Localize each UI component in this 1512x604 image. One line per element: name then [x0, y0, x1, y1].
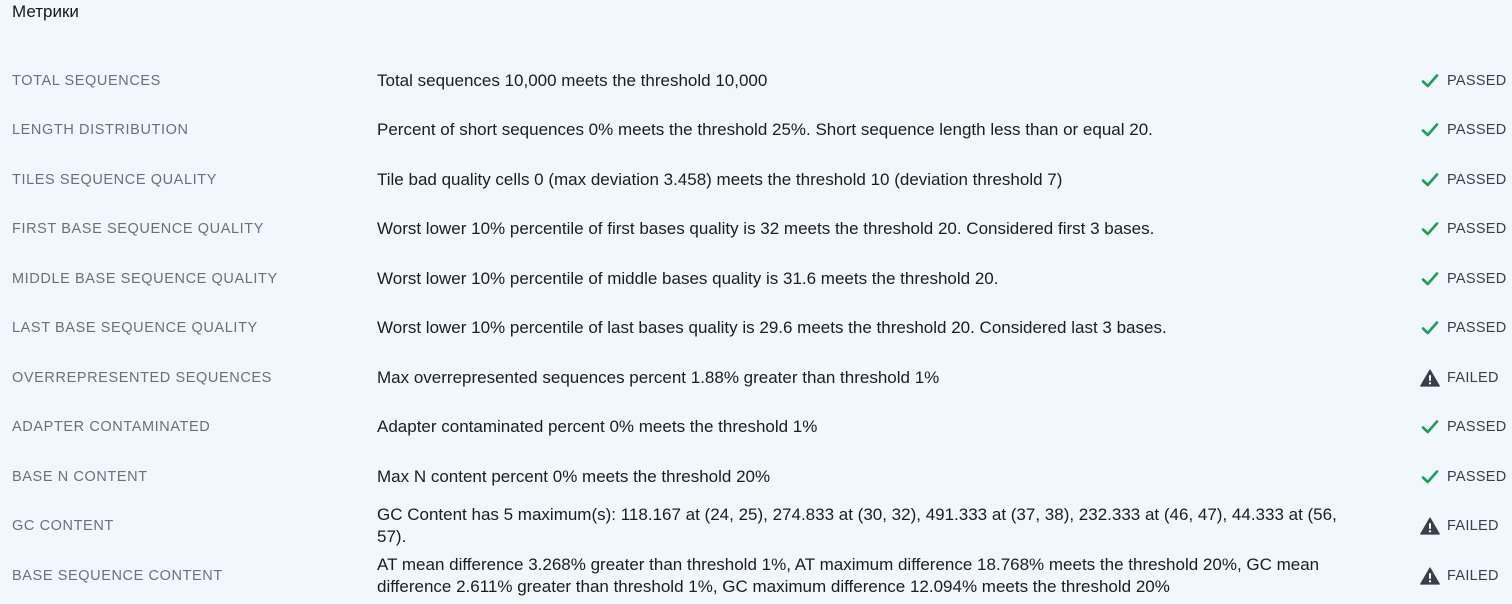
metric-status: PASSED [1420, 219, 1507, 239]
metric-name: TOTAL SEQUENCES [12, 72, 161, 89]
metric-status: PASSED [1420, 71, 1507, 91]
check-icon [1420, 318, 1440, 338]
metrics-list: TOTAL SEQUENCES Total sequences 10,000 m… [0, 56, 1512, 601]
check-icon [1420, 417, 1440, 437]
status-label: PASSED [1447, 72, 1507, 89]
check-icon [1420, 467, 1440, 487]
metric-description: Tile bad quality cells 0 (max deviation … [377, 169, 1063, 189]
metric-name: FIRST BASE SEQUENCE QUALITY [12, 221, 265, 238]
metric-description: Worst lower 10% percentile of middle bas… [377, 268, 999, 288]
metric-row: OVERREPRESENTED SEQUENCES Max overrepres… [0, 353, 1512, 403]
metric-name: GC CONTENT [12, 518, 114, 535]
status-label: PASSED [1447, 122, 1507, 139]
metric-row: BASE SEQUENCE CONTENT AT mean difference… [0, 551, 1512, 601]
metric-row: LENGTH DISTRIBUTION Percent of short seq… [0, 106, 1512, 156]
status-label: FAILED [1447, 567, 1499, 584]
metric-row: TILES SEQUENCE QUALITY Tile bad quality … [0, 155, 1512, 205]
metric-status: PASSED [1420, 170, 1507, 190]
metric-status: PASSED [1420, 318, 1507, 338]
status-label: PASSED [1447, 468, 1507, 485]
check-icon [1420, 170, 1440, 190]
metric-status: PASSED [1420, 269, 1507, 289]
metric-name: TILES SEQUENCE QUALITY [12, 171, 217, 188]
metric-description: Percent of short sequences 0% meets the … [377, 120, 1153, 140]
check-icon [1420, 219, 1440, 239]
warning-icon [1420, 516, 1440, 536]
metric-description: Max N content percent 0% meets the thres… [377, 466, 771, 486]
metric-description: Worst lower 10% percentile of last bases… [377, 318, 1167, 338]
status-label: PASSED [1447, 320, 1507, 337]
metric-row: TOTAL SEQUENCES Total sequences 10,000 m… [0, 56, 1512, 106]
metric-row: BASE N CONTENT Max N content percent 0% … [0, 452, 1512, 502]
metric-row: ADAPTER CONTAMINATED Adapter contaminate… [0, 403, 1512, 453]
status-label: PASSED [1447, 270, 1507, 287]
metric-status: PASSED [1420, 467, 1507, 487]
metric-name: BASE N CONTENT [12, 468, 148, 485]
metric-description: Adapter contaminated percent 0% meets th… [377, 417, 818, 437]
metric-status: FAILED [1420, 368, 1499, 388]
warning-icon [1420, 368, 1440, 388]
check-icon [1420, 269, 1440, 289]
metric-status: PASSED [1420, 417, 1507, 437]
metric-description: GC Content has 5 maximum(s): 118.167 at … [377, 505, 1337, 547]
metric-row: LAST BASE SEQUENCE QUALITY Worst lower 1… [0, 304, 1512, 354]
metric-name: LAST BASE SEQUENCE QUALITY [12, 320, 258, 337]
metric-status: FAILED [1420, 566, 1499, 586]
metric-name: LENGTH DISTRIBUTION [12, 122, 189, 139]
metric-row: MIDDLE BASE SEQUENCE QUALITY Worst lower… [0, 254, 1512, 304]
page-title: Метрики [12, 2, 79, 21]
status-label: PASSED [1447, 419, 1507, 436]
metric-description: Max overrepresented sequences percent 1.… [377, 367, 940, 387]
status-label: FAILED [1447, 369, 1499, 386]
metric-name: OVERREPRESENTED SEQUENCES [12, 369, 272, 386]
status-label: PASSED [1447, 171, 1507, 188]
status-label: PASSED [1447, 221, 1507, 238]
check-icon [1420, 71, 1440, 91]
check-icon [1420, 120, 1440, 140]
metric-status: FAILED [1420, 516, 1499, 536]
metric-description: Total sequences 10,000 meets the thresho… [377, 70, 768, 90]
metric-name: BASE SEQUENCE CONTENT [12, 567, 223, 584]
metric-description: Worst lower 10% percentile of first base… [377, 219, 1155, 239]
warning-icon [1420, 566, 1440, 586]
metric-status: PASSED [1420, 120, 1507, 140]
metric-row: GC CONTENT GC Content has 5 maximum(s): … [0, 502, 1512, 552]
metric-description: AT mean difference 3.268% greater than t… [377, 554, 1320, 596]
metric-name: MIDDLE BASE SEQUENCE QUALITY [12, 270, 278, 287]
metric-name: ADAPTER CONTAMINATED [12, 419, 211, 436]
status-label: FAILED [1447, 518, 1499, 535]
metric-row: FIRST BASE SEQUENCE QUALITY Worst lower … [0, 205, 1512, 255]
